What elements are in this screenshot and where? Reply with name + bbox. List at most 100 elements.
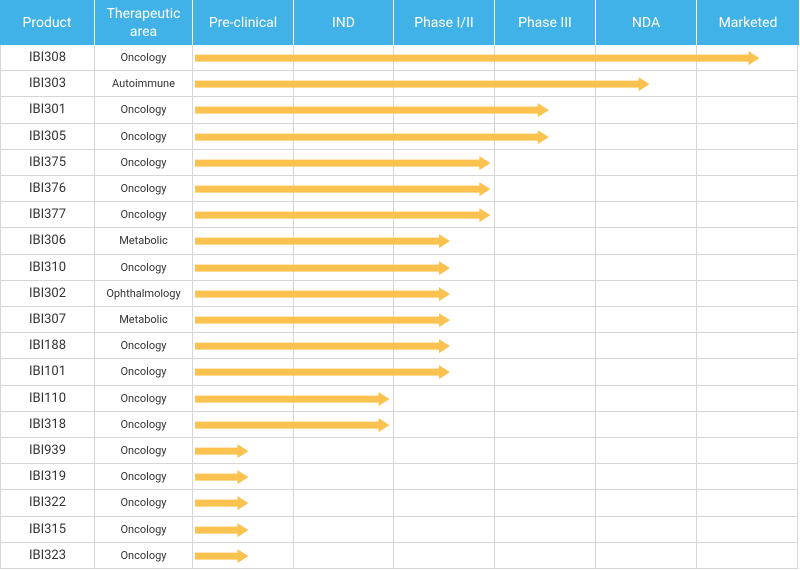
stage-cell [394, 516, 495, 543]
stage-cell [697, 254, 798, 281]
stage-cell [697, 97, 798, 124]
stage-cell [193, 490, 294, 517]
area-cell: Oncology [95, 123, 193, 150]
stage-cell [596, 123, 697, 150]
stage-cell [596, 333, 697, 360]
arrow-layer [195, 182, 491, 197]
stage-cell [596, 438, 697, 465]
stage-cell [294, 385, 394, 412]
stage-cell [596, 542, 697, 569]
stage-cell [697, 385, 798, 412]
arrow-layer [195, 103, 549, 118]
area-cell: Oncology [95, 359, 193, 386]
product-cell: IBI305 [0, 123, 95, 150]
header-cell: IND [294, 0, 394, 45]
product-cell: IBI306 [0, 228, 95, 255]
product-cell: IBI318 [0, 411, 95, 438]
stage-cell [697, 359, 798, 386]
stage-cell [495, 97, 596, 124]
stage-cell [193, 438, 294, 465]
progress-arrow [195, 103, 549, 118]
area-cell: Oncology [95, 464, 193, 491]
stage-cell [394, 176, 495, 203]
stage-cell [596, 97, 697, 124]
progress-arrow [195, 522, 249, 537]
stage-cell [697, 280, 798, 307]
progress-arrow [195, 155, 491, 170]
product-cell: IBI939 [0, 438, 95, 465]
area-cell: Metabolic [95, 228, 193, 255]
stage-cell [596, 411, 697, 438]
area-cell: Oncology [95, 45, 193, 72]
header-cell: Phase III [495, 0, 596, 45]
stage-cell [697, 202, 798, 229]
stage-cell [495, 516, 596, 543]
progress-arrow [195, 77, 650, 92]
progress-arrow [195, 365, 451, 380]
stage-cell [495, 280, 596, 307]
stage-cell [596, 516, 697, 543]
arrow-layer [195, 444, 249, 459]
stage-cell [697, 411, 798, 438]
area-cell: Oncology [95, 490, 193, 517]
stage-cell [596, 464, 697, 491]
stage-cell [596, 149, 697, 176]
stage-cell [294, 411, 394, 438]
progress-arrow [195, 260, 451, 275]
stage-cell [394, 149, 495, 176]
header-cell: Product [0, 0, 95, 45]
progress-arrow [195, 313, 451, 328]
stage-cell [294, 438, 394, 465]
stage-cell [596, 254, 697, 281]
arrow-layer [195, 496, 249, 511]
product-cell: IBI308 [0, 45, 95, 72]
arrow-layer [195, 155, 491, 170]
arrow-layer [195, 313, 451, 328]
stage-cell [596, 176, 697, 203]
stage-cell [294, 490, 394, 517]
progress-arrow [195, 51, 760, 66]
area-cell: Oncology [95, 516, 193, 543]
stage-cell [697, 464, 798, 491]
area-cell: Oncology [95, 202, 193, 229]
product-cell: IBI323 [0, 542, 95, 569]
progress-arrow [195, 417, 390, 432]
stage-cell [394, 411, 495, 438]
stage-cell [697, 176, 798, 203]
stage-cell [697, 438, 798, 465]
progress-arrow [195, 208, 491, 223]
area-cell: Oncology [95, 438, 193, 465]
stage-cell [596, 359, 697, 386]
progress-arrow [195, 182, 491, 197]
stage-cell [294, 516, 394, 543]
arrow-layer [195, 522, 249, 537]
area-cell: Ophthalmology [95, 280, 193, 307]
arrow-layer [195, 77, 650, 92]
stage-cell [495, 254, 596, 281]
stage-cell [495, 464, 596, 491]
product-cell: IBI310 [0, 254, 95, 281]
area-cell: Oncology [95, 542, 193, 569]
stage-cell [495, 176, 596, 203]
stage-cell [495, 490, 596, 517]
area-cell: Oncology [95, 176, 193, 203]
stage-cell [294, 542, 394, 569]
stage-cell [495, 359, 596, 386]
stage-cell [697, 123, 798, 150]
product-cell: IBI322 [0, 490, 95, 517]
area-cell: Autoimmune [95, 71, 193, 98]
product-cell: IBI188 [0, 333, 95, 360]
stage-cell [697, 490, 798, 517]
product-cell: IBI319 [0, 464, 95, 491]
stage-cell [495, 385, 596, 412]
header-cell: Therapeutic area [95, 0, 193, 45]
product-cell: IBI315 [0, 516, 95, 543]
area-cell: Oncology [95, 149, 193, 176]
area-cell: Metabolic [95, 307, 193, 334]
stage-cell [495, 307, 596, 334]
stage-cell [697, 307, 798, 334]
stage-cell [495, 202, 596, 229]
arrow-layer [195, 51, 760, 66]
stage-cell [495, 228, 596, 255]
stage-cell [394, 254, 495, 281]
